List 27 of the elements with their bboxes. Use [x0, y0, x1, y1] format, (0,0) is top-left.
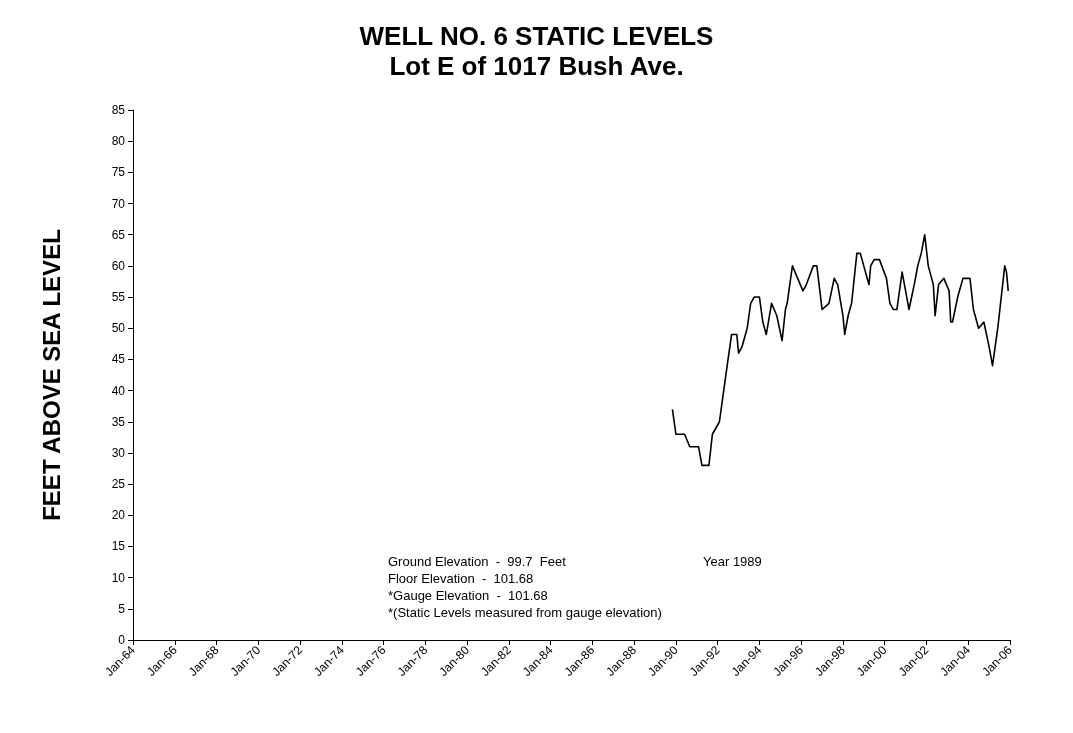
- y-tick-label: 5: [118, 601, 126, 616]
- y-tick-label: 50: [111, 321, 126, 336]
- y-tick-label: 10: [111, 570, 126, 585]
- y-axis-title: FEET ABOVE SEA LEVEL: [37, 229, 65, 521]
- annotation: Year 1989: [703, 554, 762, 569]
- y-tick-label: 80: [111, 134, 126, 149]
- y-tick-label: 0: [118, 633, 126, 647]
- y-tick-label: 85: [111, 103, 126, 117]
- annotation: Floor Elevation - 101.68: [388, 571, 534, 586]
- chart-subtitle: Lot E of 1017 Bush Ave.: [389, 51, 684, 81]
- annotation: *(Static Levels measured from gauge elevation): [388, 605, 662, 620]
- y-tick-label: 20: [111, 508, 126, 523]
- chart-title: WELL NO. 6 STATIC LEVELS: [359, 21, 714, 51]
- y-tick-label: 25: [111, 477, 126, 492]
- y-tick-label: 15: [111, 539, 126, 554]
- y-tick-label: 45: [111, 352, 126, 367]
- y-tick-label: 65: [111, 227, 126, 242]
- line-series: [671, 233, 1010, 467]
- y-tick-label: 55: [111, 290, 126, 305]
- y-tick-label: 35: [111, 414, 126, 429]
- annotation: *Gauge Elevation - 101.68: [388, 588, 548, 603]
- y-tick-label: 40: [111, 383, 126, 398]
- y-tick-label: 70: [111, 196, 126, 211]
- y-tick-label: 60: [111, 258, 126, 273]
- y-tick-label: 75: [111, 165, 126, 180]
- annotation: Ground Elevation - 99.7 Feet: [388, 554, 567, 569]
- y-tick-label: 30: [111, 445, 126, 460]
